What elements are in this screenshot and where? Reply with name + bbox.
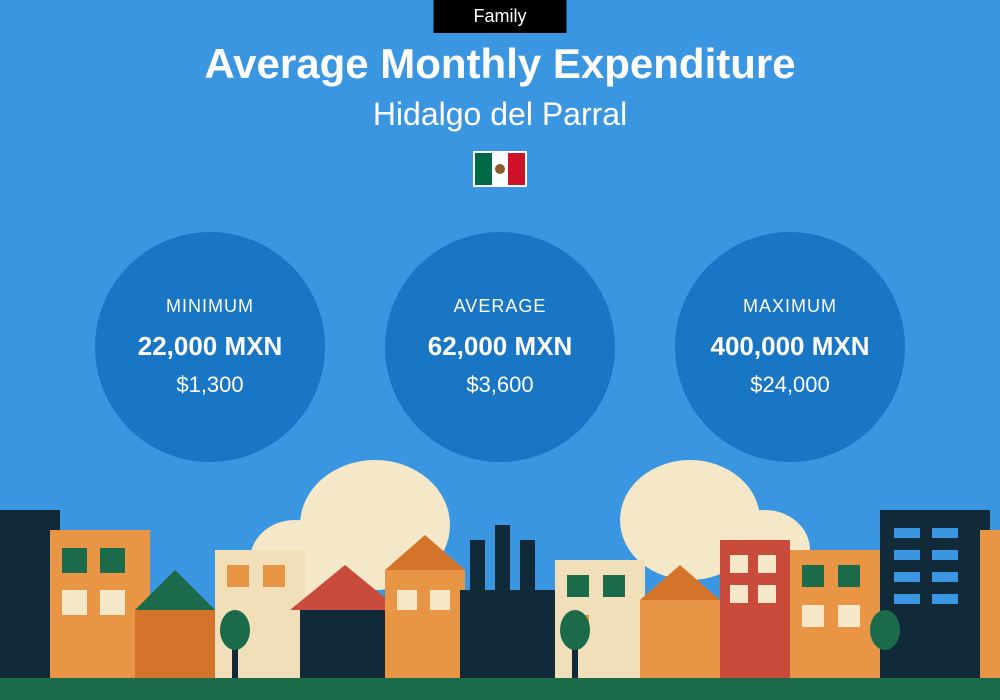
stat-label: MINIMUM bbox=[166, 296, 254, 317]
flag-mexico-icon bbox=[473, 151, 527, 187]
stat-usd: $24,000 bbox=[750, 372, 830, 398]
stat-label: AVERAGE bbox=[454, 296, 547, 317]
stat-local: 400,000 MXN bbox=[711, 331, 870, 362]
stat-label: MAXIMUM bbox=[743, 296, 837, 317]
stat-usd: $1,300 bbox=[176, 372, 243, 398]
stat-local: 62,000 MXN bbox=[428, 331, 573, 362]
stat-maximum: MAXIMUM 400,000 MXN $24,000 bbox=[675, 232, 905, 462]
skyline-illustration bbox=[0, 500, 1000, 700]
tab-badge: Family bbox=[434, 0, 567, 33]
stat-local: 22,000 MXN bbox=[138, 331, 283, 362]
stat-average: AVERAGE 62,000 MXN $3,600 bbox=[385, 232, 615, 462]
stat-usd: $3,600 bbox=[466, 372, 533, 398]
page-subtitle: Hidalgo del Parral bbox=[0, 96, 1000, 133]
page-title: Average Monthly Expenditure bbox=[0, 40, 1000, 88]
stats-row: MINIMUM 22,000 MXN $1,300 AVERAGE 62,000… bbox=[0, 232, 1000, 462]
stat-minimum: MINIMUM 22,000 MXN $1,300 bbox=[95, 232, 325, 462]
